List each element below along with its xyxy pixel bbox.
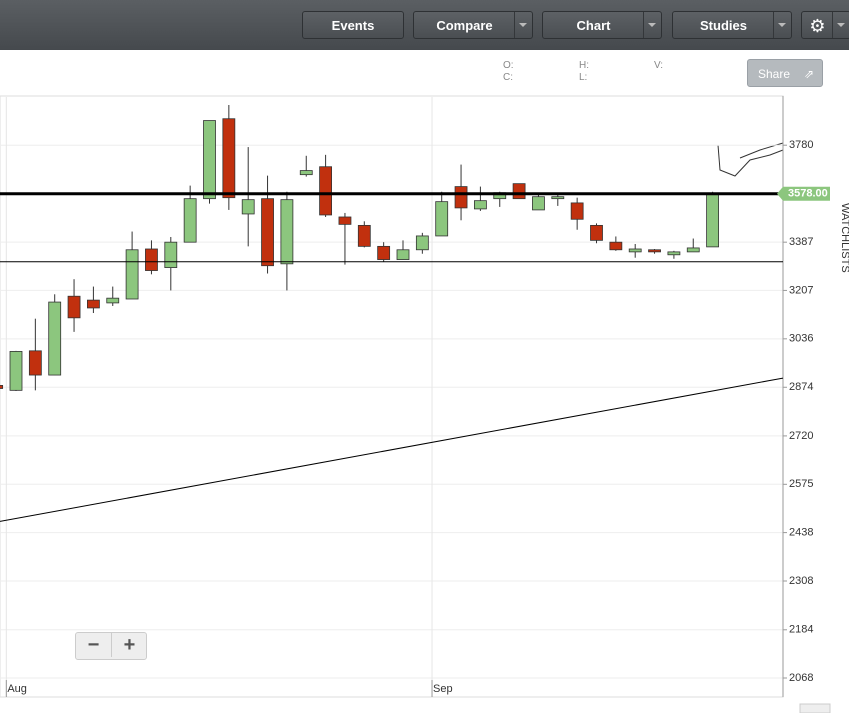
candle-body xyxy=(473,200,487,210)
candle-body xyxy=(512,183,526,200)
last-price-label: 3578.00 xyxy=(788,188,828,200)
candle-body xyxy=(183,198,197,243)
candle-body xyxy=(628,248,642,253)
settings-button[interactable]: ⚙ xyxy=(801,11,849,39)
candle-body xyxy=(415,235,429,251)
y-tick-label: 3207 xyxy=(789,284,813,296)
chart-button[interactable]: Chart xyxy=(542,11,662,39)
candle-body xyxy=(145,248,158,271)
candle-body xyxy=(106,297,120,304)
y-tick-label: 2184 xyxy=(789,624,813,636)
candle-body xyxy=(319,166,333,216)
y-tick-label: 3387 xyxy=(789,236,813,248)
candle-body xyxy=(609,241,623,251)
candle-body xyxy=(706,193,719,248)
button-label: Chart xyxy=(576,18,611,33)
y-tick-label: 2720 xyxy=(789,430,813,442)
candle-body xyxy=(435,201,449,237)
quote-label: O: xyxy=(503,60,514,71)
dropdown-arrow[interactable] xyxy=(773,12,791,38)
zoom-out[interactable]: − xyxy=(87,634,100,656)
candle-body xyxy=(396,249,410,260)
share-label: Share xyxy=(758,67,791,81)
candle-body xyxy=(686,247,700,253)
candle-body xyxy=(377,245,391,260)
zoom-control: − + xyxy=(75,632,147,660)
candle-body xyxy=(648,249,661,253)
button-label: Studies xyxy=(700,18,747,33)
candle-body xyxy=(9,351,23,391)
candle-body xyxy=(241,199,255,215)
y-tick-label: 2068 xyxy=(789,672,813,684)
candle-body xyxy=(454,186,468,209)
candle-body xyxy=(222,118,236,199)
plot-frame xyxy=(0,95,784,698)
quote-label: C: xyxy=(503,72,513,83)
x-tick-label: Sep xyxy=(433,683,453,695)
events-button[interactable]: Events xyxy=(302,11,404,39)
studies-button[interactable]: Studies xyxy=(672,11,792,39)
corner-control[interactable] xyxy=(799,703,831,713)
gear-icon: ⚙ xyxy=(809,16,826,36)
candle-body xyxy=(67,295,81,319)
quote-label: V: xyxy=(654,60,664,71)
x-tick-label: Aug xyxy=(7,683,27,695)
candle-body xyxy=(338,216,352,225)
share-icon: ⇗ xyxy=(803,67,814,81)
y-tick-label: 2575 xyxy=(789,478,813,490)
candle-body xyxy=(87,299,100,309)
button-label: Compare xyxy=(436,18,493,33)
side-tab[interactable]: WATCHLISTS xyxy=(839,203,849,273)
candle-body xyxy=(203,120,216,200)
candle-body xyxy=(28,350,42,376)
y-tick-label: 2874 xyxy=(789,381,813,393)
candle-body xyxy=(280,199,294,265)
share-button[interactable]: Share ⇗ xyxy=(747,59,823,87)
y-tick-label: 3780 xyxy=(789,139,813,151)
dropdown-arrow[interactable] xyxy=(832,12,849,38)
candle-body xyxy=(261,198,274,267)
candle-body xyxy=(590,224,603,241)
y-tick-label: 3036 xyxy=(789,333,813,345)
candle-body xyxy=(0,385,4,389)
y-tick-label: 2438 xyxy=(789,527,813,539)
candle-body xyxy=(125,249,139,300)
compare-button[interactable]: Compare xyxy=(413,11,533,39)
candle-body xyxy=(570,202,584,220)
zoom-in[interactable]: + xyxy=(111,633,147,657)
candle-body xyxy=(164,241,178,268)
candle-body xyxy=(532,196,545,211)
candle-body xyxy=(357,224,371,247)
dropdown-arrow[interactable] xyxy=(643,12,661,38)
quote-label: H: xyxy=(579,60,589,71)
dropdown-arrow[interactable] xyxy=(514,12,532,38)
candle-body xyxy=(667,251,681,256)
candle-body xyxy=(551,196,565,200)
last-price-tag xyxy=(777,186,830,201)
toolbar: Events Compare Chart Studies ⚙ xyxy=(0,0,849,50)
candle-body xyxy=(299,170,313,176)
quote-label: L: xyxy=(579,72,588,83)
candle-body xyxy=(48,301,62,376)
y-tick-label: 2308 xyxy=(789,575,813,587)
trendline xyxy=(0,377,784,522)
